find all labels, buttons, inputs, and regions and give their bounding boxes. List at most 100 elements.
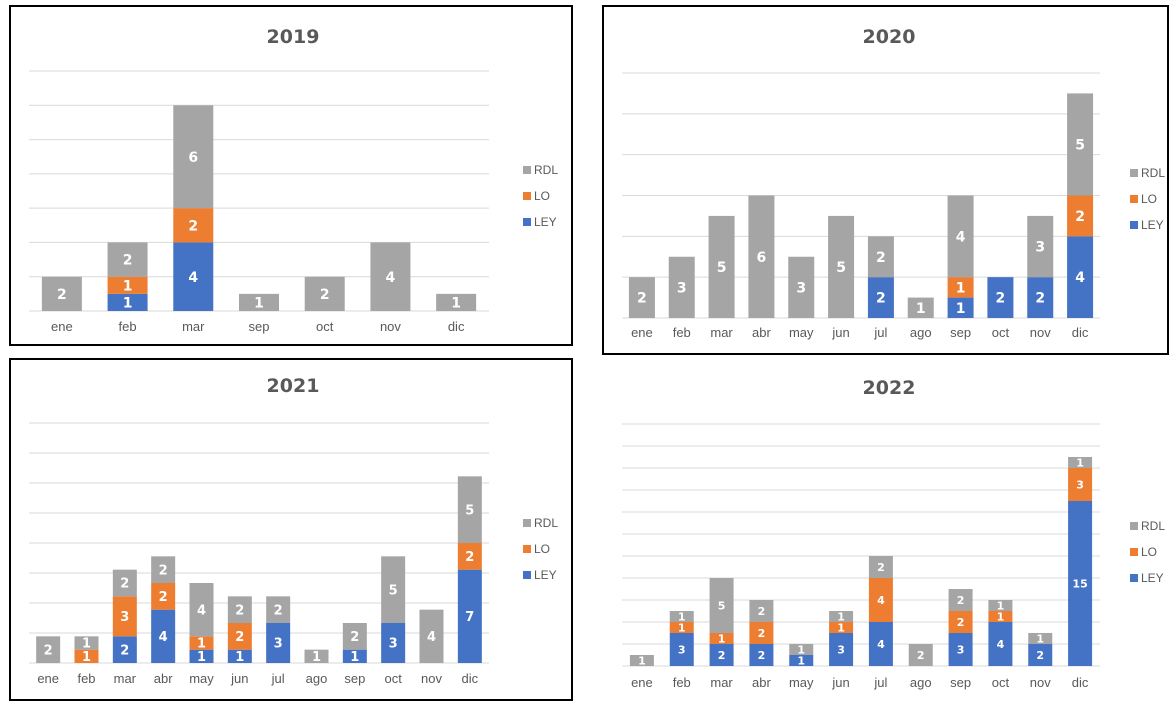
bar-ley-may: [189, 649, 214, 663]
bar-rdl-abr: [151, 556, 176, 583]
bar-ley-jul: [867, 277, 894, 318]
x-tick-label: jun: [831, 675, 849, 690]
bar-rdl-sep: [239, 293, 279, 311]
x-tick-label: mar: [114, 671, 137, 686]
x-tick-label: abr: [752, 325, 771, 340]
data-label: 1: [197, 637, 206, 652]
legend-label-ley: LEY: [534, 568, 557, 582]
legend-swatch-lo: [1130, 548, 1138, 556]
legend-label-ley: LEY: [1141, 571, 1164, 585]
bar-rdl-jun: [227, 596, 252, 623]
x-tick-label: feb: [119, 319, 137, 334]
x-tick-label: feb: [673, 675, 691, 690]
bar-rdl-nov: [1028, 633, 1053, 644]
bar-rdl-oct: [381, 556, 406, 623]
bar-rdl-ene: [629, 655, 654, 666]
x-tick-label: nov: [1030, 675, 1051, 690]
x-tick-label: sep: [950, 325, 971, 340]
data-label: 2: [123, 253, 133, 269]
chart-title: 2022: [863, 377, 916, 399]
x-tick-label: mar: [182, 319, 205, 334]
bar-rdl-sep: [948, 589, 973, 611]
x-tick-label: abr: [752, 675, 771, 690]
x-tick-label: jul: [271, 671, 285, 686]
bar-rdl-abr: [749, 600, 774, 622]
data-label: 1: [235, 650, 244, 665]
bar-lo-feb: [74, 649, 99, 663]
legend-swatch-lo: [1130, 195, 1138, 203]
x-tick-label: mar: [710, 325, 733, 340]
data-label: 1: [82, 637, 91, 652]
bar-rdl-ago: [907, 297, 934, 318]
data-label: 1: [197, 650, 206, 665]
legend-swatch-rdl: [1130, 169, 1138, 177]
bar-rdl-mar: [708, 215, 735, 318]
bar-lo-abr: [749, 622, 774, 644]
bar-ley-mar: [173, 242, 214, 311]
legend-swatch-rdl: [523, 519, 531, 527]
bar-ley-nov: [1027, 277, 1054, 318]
data-label: 2: [159, 590, 168, 605]
bar-lo-abr: [151, 583, 176, 610]
bar-ley-dic: [1067, 236, 1094, 318]
data-label: 1: [1036, 632, 1044, 645]
bar-ley-jul: [266, 623, 291, 663]
data-label: 6: [757, 250, 767, 266]
data-label: 5: [465, 503, 474, 518]
data-label: 3: [274, 637, 283, 652]
bar-rdl-feb: [74, 636, 99, 650]
x-tick-label: mar: [710, 675, 733, 690]
x-tick-label: feb: [673, 325, 691, 340]
bar-ley-sep: [947, 297, 974, 318]
data-label: 1: [451, 295, 461, 311]
x-tick-label: dic: [462, 671, 479, 686]
bar-ley-abr: [151, 609, 176, 663]
data-label: 1: [254, 295, 264, 311]
x-tick-label: nov: [421, 671, 442, 686]
x-tick-label: may: [189, 671, 214, 686]
bar-rdl-mar: [112, 569, 137, 597]
bar-ley-dic: [457, 569, 482, 663]
bar-lo-feb: [669, 622, 694, 633]
bar-lo-jun: [227, 623, 252, 650]
x-tick-label: ene: [631, 325, 653, 340]
data-label: 4: [188, 270, 198, 286]
bar-rdl-dic: [436, 293, 477, 311]
x-tick-label: nov: [380, 319, 401, 334]
chart-panel-2020: 2020 2 ene 3 feb 5 mar 6 abr 3 may 5 jun 2 2 jul 1 ago 1 1 4…: [602, 5, 1169, 355]
x-tick-label: oct: [992, 325, 1010, 340]
data-label: 2: [996, 291, 1006, 307]
bar-ley-jun: [227, 649, 252, 663]
data-label: 1: [82, 650, 91, 665]
chart-panel-2019: 2019 2 ene 1 1 2 feb 4 2 6 mar 1 sep 2 oct 4 nov 1 dic RDL L…: [9, 5, 573, 346]
legend-swatch-ley: [1130, 574, 1138, 582]
x-tick-label: jun: [831, 325, 849, 340]
legend-swatch-rdl: [523, 166, 531, 174]
data-label: 1: [916, 301, 926, 317]
x-tick-label: ene: [631, 675, 653, 690]
chart-panel-2022: 2022 1 ene 3 1 1 feb 2 1 5 mar 2 2 2 abr 1 1 may 3 1 1 jun 4 4 2…: [602, 360, 1169, 701]
data-label: 4: [427, 630, 436, 645]
data-label: 2: [957, 594, 965, 607]
bar-rdl-ago: [908, 644, 933, 666]
x-tick-label: dic: [1072, 675, 1089, 690]
data-label: 4: [197, 603, 206, 618]
bar-rdl-jul: [867, 236, 894, 278]
data-label: 2: [957, 616, 965, 629]
bar-lo-dic: [1067, 195, 1094, 237]
bar-rdl-oct: [304, 276, 345, 311]
legend-swatch-ley: [523, 571, 531, 579]
data-label: 5: [718, 599, 726, 612]
bar-lo-jun: [829, 622, 854, 633]
data-label: 2: [465, 550, 474, 565]
bar-ley-may: [789, 655, 814, 666]
bar-rdl-dic: [1067, 93, 1094, 196]
data-label: 4: [1075, 270, 1085, 286]
bar-lo-dic: [1068, 468, 1093, 501]
bar-ley-feb: [669, 633, 694, 666]
legend-label-lo: LO: [534, 189, 550, 203]
bar-lo-jul: [868, 578, 893, 622]
legend-label-rdl: RDL: [1141, 519, 1165, 533]
bar-lo-sep: [948, 611, 973, 633]
data-label: 3: [837, 643, 845, 656]
